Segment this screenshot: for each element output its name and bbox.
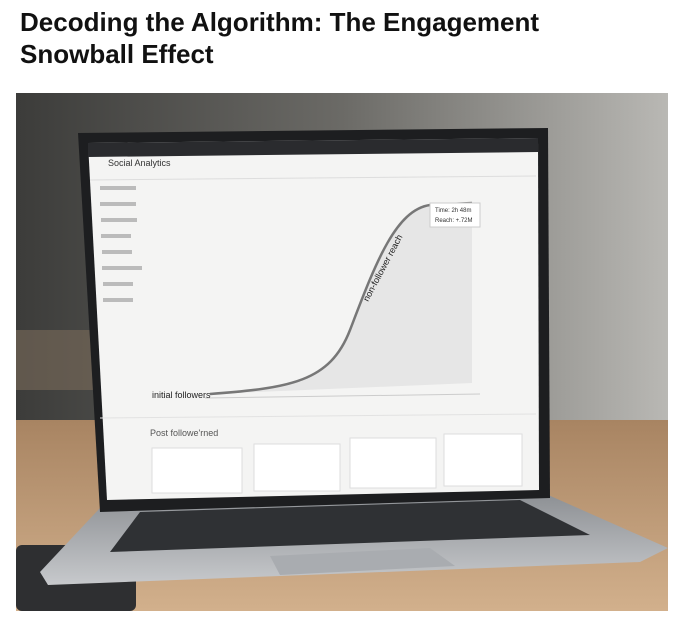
- reach-area: [210, 203, 472, 394]
- shelf: [16, 330, 96, 390]
- section-title: Post followe'rned: [150, 428, 218, 438]
- tooltip: [429, 202, 481, 228]
- baseline-label: initial followers: [152, 390, 211, 400]
- article-title: Decoding the Algorithm: The Engagement S…: [20, 7, 540, 69]
- sidebar: [100, 186, 142, 302]
- reach-curve: [209, 201, 473, 396]
- x-axis: [204, 393, 481, 399]
- section-divider: [99, 413, 537, 419]
- photo: Social Analytics initial followers non-f…: [16, 93, 668, 611]
- trackpad: [270, 548, 455, 575]
- tooltip-line: Time: 2h 48m: [435, 208, 471, 214]
- cards: [151, 433, 523, 494]
- app-title: Social Analytics: [108, 158, 171, 168]
- browser-bar: [88, 138, 538, 157]
- keyboard: [110, 500, 590, 552]
- tooltip-line: Reach: +.72M: [435, 218, 473, 224]
- header-divider: [89, 175, 537, 181]
